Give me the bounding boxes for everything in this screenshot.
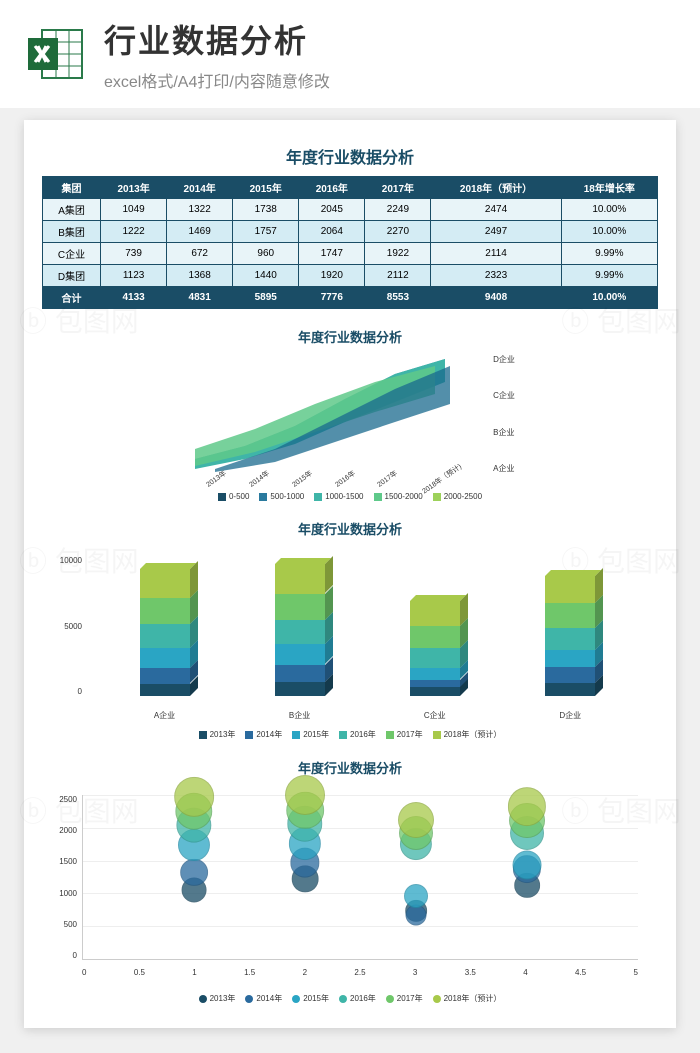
table-header: 2016年 <box>299 177 365 199</box>
table-header: 2013年 <box>101 177 167 199</box>
header-subtitle: excel格式/A4打印/内容随意修改 <box>104 68 676 92</box>
chart-3d-bar: 年度行业数据分析 1000050000 A企业B企业C企业D企业 2013年20… <box>42 519 658 740</box>
bubble <box>404 884 428 908</box>
table-header: 2014年 <box>167 177 233 199</box>
table-row: D集团1123136814401920211223239.99% <box>43 265 658 287</box>
bubble <box>174 777 214 817</box>
chart1-title: 年度行业数据分析 <box>42 327 658 346</box>
table-row: B集团12221469175720642270249710.00% <box>43 221 658 243</box>
bubble <box>398 802 434 838</box>
excel-icon <box>24 22 88 86</box>
page-title: 年度行业数据分析 <box>42 144 658 168</box>
table-row: C企业7396729601747192221149.99% <box>43 243 658 265</box>
chart-area: 年度行业数据分析 2013年2014年2015年2016年2017年2018年（… <box>42 327 658 501</box>
bar <box>410 601 460 696</box>
document-page: ⓑ 包图网 ⓑ 包图网 ⓑ 包图网 ⓑ 包图网 ⓑ 包图网 ⓑ 包图网 年度行业… <box>24 120 676 1028</box>
bar <box>140 569 190 696</box>
header-title: 行业数据分析 <box>104 16 676 62</box>
chart-bubble: 年度行业数据分析 25002000150010005000 00.511.522… <box>42 758 658 1004</box>
bubble <box>180 858 208 886</box>
table-header: 2017年 <box>365 177 431 199</box>
bubble <box>508 788 546 826</box>
table-header: 集团 <box>43 177 101 199</box>
bar <box>545 576 595 696</box>
table-header: 2015年 <box>233 177 299 199</box>
bar <box>275 564 325 696</box>
chart2-title: 年度行业数据分析 <box>42 519 658 538</box>
bubble <box>285 775 325 815</box>
page-header: 行业数据分析 excel格式/A4打印/内容随意修改 <box>0 0 700 108</box>
table-row: A集团10491322173820452249247410.00% <box>43 199 658 221</box>
data-table: 集团2013年2014年2015年2016年2017年2018年（预计）18年增… <box>42 176 658 309</box>
table-header: 18年增长率 <box>561 177 657 199</box>
bubble <box>513 850 542 879</box>
table-total-row: 合计41334831589577768553940810.00% <box>43 287 658 309</box>
chart3-title: 年度行业数据分析 <box>42 758 658 777</box>
table-header: 2018年（预计） <box>431 177 561 199</box>
